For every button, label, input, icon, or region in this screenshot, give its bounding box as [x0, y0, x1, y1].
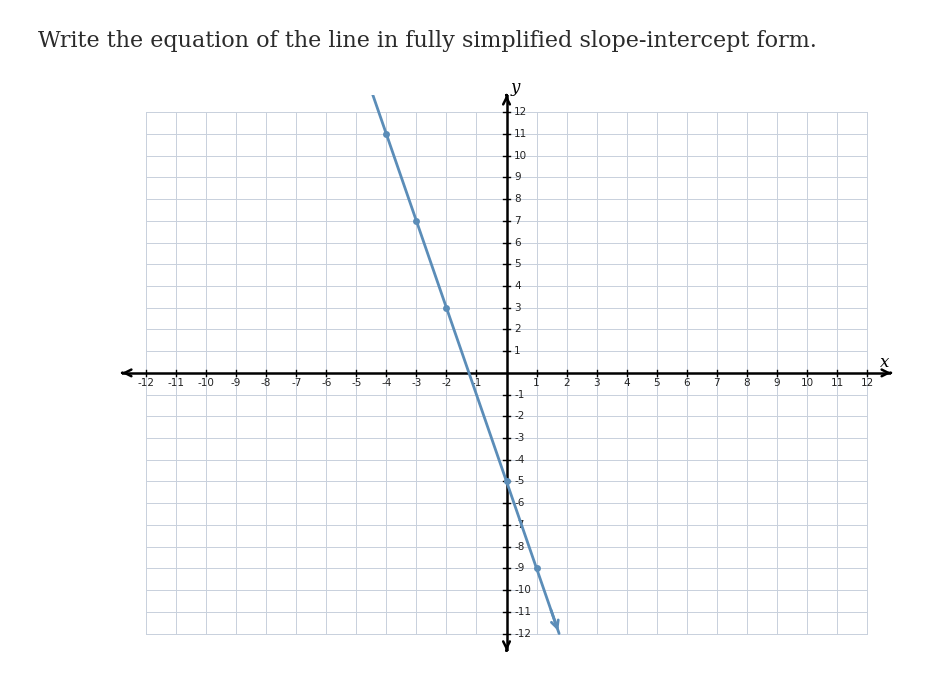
Text: 11: 11 [830, 378, 843, 388]
Text: y: y [510, 79, 520, 96]
Text: 2: 2 [514, 325, 521, 334]
Text: Write the equation of the line in fully simplified slope-intercept form.: Write the equation of the line in fully … [38, 30, 816, 52]
Text: 1: 1 [514, 346, 521, 356]
Text: -2: -2 [441, 378, 451, 388]
Text: -3: -3 [514, 433, 524, 443]
Text: 8: 8 [744, 378, 750, 388]
Text: 10: 10 [514, 151, 527, 161]
Text: 2: 2 [564, 378, 570, 388]
Text: -12: -12 [138, 378, 155, 388]
Text: -5: -5 [351, 378, 361, 388]
Text: -4: -4 [514, 455, 524, 464]
Text: -1: -1 [514, 390, 524, 399]
Text: 3: 3 [594, 378, 600, 388]
Text: -12: -12 [514, 629, 531, 639]
Text: -4: -4 [381, 378, 391, 388]
Text: 5: 5 [514, 259, 521, 269]
Text: 11: 11 [514, 129, 527, 139]
Text: -1: -1 [471, 378, 481, 388]
Text: -6: -6 [321, 378, 331, 388]
Text: -5: -5 [514, 477, 524, 487]
Text: -9: -9 [514, 563, 524, 574]
Text: 12: 12 [860, 378, 873, 388]
Text: -8: -8 [261, 378, 271, 388]
Text: 10: 10 [800, 378, 813, 388]
Text: 5: 5 [654, 378, 660, 388]
Text: 8: 8 [514, 194, 521, 204]
Text: 7: 7 [514, 216, 521, 226]
Text: -11: -11 [168, 378, 185, 388]
Text: -9: -9 [231, 378, 241, 388]
Text: 3: 3 [514, 303, 521, 313]
Text: 6: 6 [514, 237, 521, 247]
Text: -11: -11 [514, 607, 531, 617]
Text: 4: 4 [624, 378, 630, 388]
Text: 6: 6 [684, 378, 690, 388]
Text: 7: 7 [714, 378, 720, 388]
Text: -10: -10 [198, 378, 215, 388]
Text: x: x [880, 353, 889, 371]
Text: 12: 12 [514, 107, 527, 117]
Text: 9: 9 [774, 378, 780, 388]
Text: 1: 1 [533, 378, 540, 388]
Text: -7: -7 [291, 378, 301, 388]
Text: -7: -7 [514, 520, 524, 530]
Text: 9: 9 [514, 172, 521, 182]
Text: -10: -10 [514, 585, 531, 595]
Text: -2: -2 [514, 412, 524, 421]
Text: -6: -6 [514, 498, 524, 508]
Text: -3: -3 [411, 378, 421, 388]
Text: 4: 4 [514, 281, 521, 291]
Text: -8: -8 [514, 542, 524, 552]
